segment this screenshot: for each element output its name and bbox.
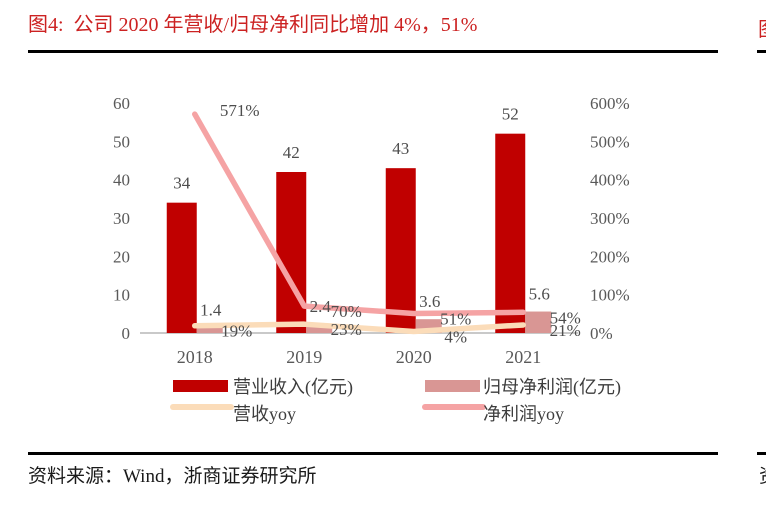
right-axis-tick-label: 400% xyxy=(590,171,630,190)
revenue-bar xyxy=(495,133,526,333)
line-value-label: 54% xyxy=(550,308,581,327)
left-axis-tick-label: 60 xyxy=(113,94,130,113)
right-axis-tick-label: 100% xyxy=(590,286,630,305)
legend-label: 净利润yoy xyxy=(483,404,564,424)
line-value-label: 571% xyxy=(220,101,260,120)
line-value-label: 51% xyxy=(440,309,471,328)
x-axis-category-label: 2021 xyxy=(505,347,541,367)
x-axis-category-label: 2020 xyxy=(396,347,432,367)
right-axis-tick-label: 500% xyxy=(590,132,630,151)
line-value-label: 70% xyxy=(331,302,362,321)
left-axis-tick-label: 50 xyxy=(113,132,130,151)
revenue-bar xyxy=(385,168,416,333)
left-axis-tick-label: 30 xyxy=(113,209,130,228)
revenue-bar xyxy=(166,202,197,333)
line-value-label: 21% xyxy=(550,321,581,340)
adjacent-column-source-fragment: 资 xyxy=(759,461,766,488)
net-profit-bar xyxy=(525,311,552,333)
legend-label: 归母净利润(亿元) xyxy=(483,377,621,398)
line-value-label: 4% xyxy=(444,327,467,346)
adjacent-column-top-rule-fragment xyxy=(757,50,766,53)
revenue-bar xyxy=(276,172,307,333)
right-axis-tick-label: 600% xyxy=(590,94,630,113)
right-axis-tick-label: 200% xyxy=(590,247,630,266)
figure-title: 图4: 公司 2020 年营收/归母净利同比增加 4%，51% xyxy=(28,14,478,36)
bar-value-label: 52 xyxy=(502,105,519,124)
right-axis-tick-label: 300% xyxy=(590,209,630,228)
title-divider-rule xyxy=(28,50,718,53)
left-axis-tick-label: 20 xyxy=(113,247,130,266)
bar-value-label: 34 xyxy=(173,174,191,193)
line-value-label: 23% xyxy=(331,320,362,339)
bar-value-label: 1.4 xyxy=(200,301,222,320)
revenue-yoy-line xyxy=(192,321,526,335)
bar-value-label: 3.6 xyxy=(419,292,440,311)
bar-value-label: 42 xyxy=(283,143,300,162)
legend-bar-swatch xyxy=(425,380,480,392)
left-axis-tick-label: 0 xyxy=(122,324,131,343)
net-profit-yoy-line xyxy=(192,111,526,317)
x-axis-category-label: 2018 xyxy=(177,347,213,367)
right-axis-tick-label: 0% xyxy=(590,324,613,343)
bar-value-label: 43 xyxy=(392,139,409,158)
bar-value-label: 2.4 xyxy=(310,297,332,316)
adjacent-column-title-fragment: 图 xyxy=(758,13,766,42)
net-profit-bar xyxy=(306,323,333,333)
data-source-note: 资料来源：Wind，浙商证券研究所 xyxy=(28,466,317,487)
adjacent-column-bottom-rule-fragment xyxy=(757,452,766,455)
bar-value-label: 5.6 xyxy=(529,285,550,304)
revenue-profit-combo-chart: 01020304050600%100%200%300%400%500%600%2… xyxy=(113,94,630,424)
legend-label: 营收yoy xyxy=(233,404,296,424)
left-axis-tick-label: 40 xyxy=(113,171,130,190)
legend-bar-swatch xyxy=(173,380,228,392)
left-axis-tick-label: 10 xyxy=(113,286,130,305)
legend-label: 营业收入(亿元) xyxy=(233,377,353,398)
line-value-label: 19% xyxy=(221,322,252,341)
net-profit-bar xyxy=(196,327,223,333)
source-divider-rule xyxy=(28,452,718,455)
x-axis-category-label: 2019 xyxy=(286,347,322,367)
